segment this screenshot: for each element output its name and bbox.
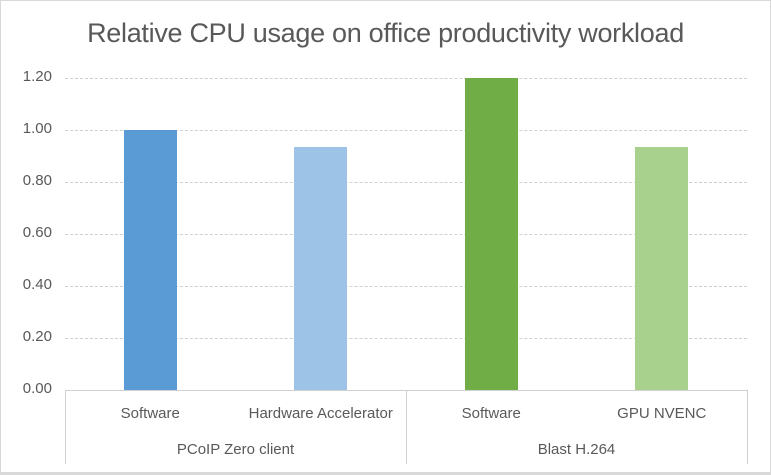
- gridline: [65, 78, 747, 79]
- x-category-label: GPU NVENC: [617, 405, 707, 422]
- x-group-label: Blast H.264: [537, 441, 616, 458]
- bar-1: [123, 130, 177, 390]
- y-tick-label: 0.20: [22, 328, 52, 345]
- bar-3: [464, 78, 518, 390]
- category-divider: [406, 390, 407, 464]
- x-category-label: Hardware Accelerator: [248, 405, 393, 422]
- x-category-label: Software: [120, 405, 180, 422]
- bar-2: [294, 146, 348, 390]
- gridline: [65, 182, 747, 183]
- x-category-label: Software: [461, 405, 521, 422]
- y-tick-label: 0.60: [22, 224, 52, 241]
- gridline: [65, 234, 747, 235]
- x-group-label: PCoIP Zero client: [176, 441, 295, 458]
- category-divider: [65, 390, 66, 464]
- y-tick-label: 0.00: [22, 380, 52, 397]
- gridline: [65, 286, 747, 287]
- gridline: [65, 130, 747, 131]
- gridline: [65, 338, 747, 339]
- y-tick-label: 0.80: [22, 172, 52, 189]
- chart-title: Relative CPU usage on office productivit…: [87, 18, 684, 48]
- y-tick-label: 0.40: [22, 276, 52, 293]
- y-tick-label: 1.00: [22, 120, 52, 137]
- bar-4: [635, 146, 689, 390]
- y-tick-label: 1.20: [22, 68, 52, 85]
- category-divider: [747, 390, 748, 464]
